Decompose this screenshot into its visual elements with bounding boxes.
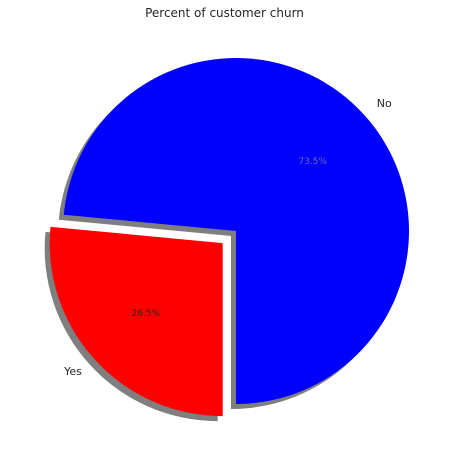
slice-label-yes: Yes <box>63 365 82 378</box>
pie-labels: No 73.5% Yes 26.5% <box>63 97 392 378</box>
slice-percent-no: 73.5% <box>298 157 327 167</box>
slice-label-no: No <box>377 97 392 110</box>
pie-slice-yes <box>49 226 223 417</box>
pie-slices <box>49 58 409 417</box>
slice-percent-yes: 26.5% <box>132 309 161 319</box>
pie-slice-no <box>63 58 409 405</box>
chart-title: Percent of customer churn <box>145 6 304 20</box>
